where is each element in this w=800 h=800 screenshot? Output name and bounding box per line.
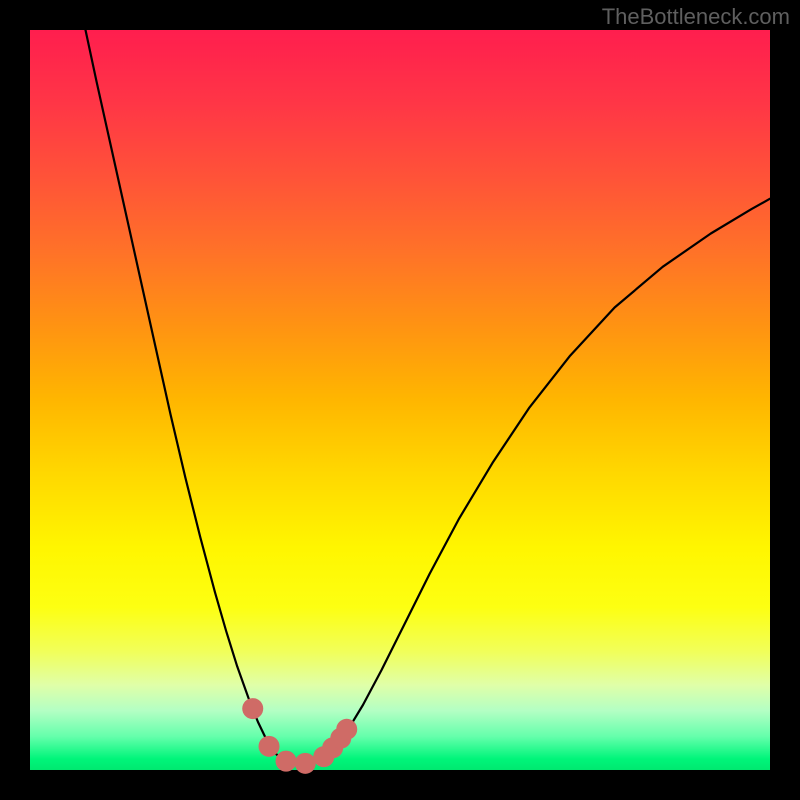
series-marker <box>242 698 263 719</box>
series-marker <box>295 753 316 774</box>
series-marker <box>276 751 297 772</box>
watermark-text: TheBottleneck.com <box>602 4 790 30</box>
plot-area <box>30 30 770 770</box>
series-marker <box>336 719 357 740</box>
series-marker <box>259 736 280 757</box>
chart-frame: TheBottleneck.com <box>0 0 800 800</box>
chart-svg <box>0 0 800 800</box>
